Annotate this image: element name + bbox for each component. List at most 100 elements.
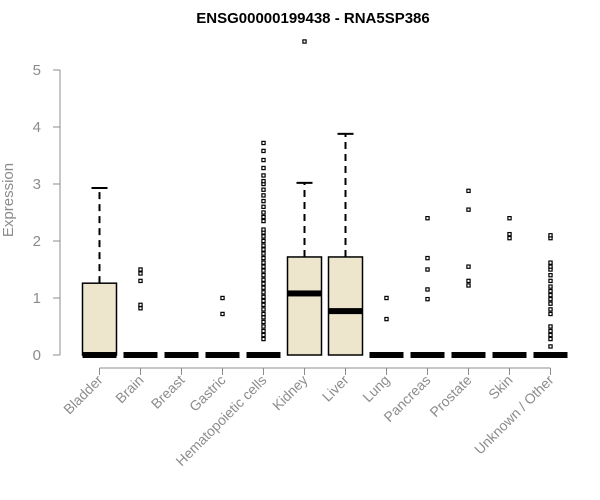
y-tick-label: 0 [33,347,41,364]
outlier-point [261,187,266,192]
box [81,282,118,356]
outlier-point [261,336,266,342]
outlier-point [466,264,471,269]
outlier-point [261,332,266,338]
outlier-point [261,157,266,163]
box-group [205,295,240,358]
boxes-layer [81,39,568,358]
median-bar [328,308,363,315]
outlier-point [220,311,225,317]
outlier-point [548,273,553,278]
outlier-point [261,302,266,308]
outlier-point [261,298,266,304]
median-bar [492,352,527,358]
outlier-point [261,277,266,282]
outlier-point [548,336,553,342]
box-group [123,267,158,358]
outlier-point [138,302,143,308]
outlier-point [466,207,471,212]
outlier-point [261,238,266,244]
x-tick-label: Liver [319,372,352,405]
outlier-point [384,295,389,301]
x-tick-label: Breast [148,372,188,412]
outlier-point [548,278,553,284]
outlier-point [261,281,266,286]
outlier-point [138,306,143,311]
outlier-point [548,301,553,306]
outlier-point [261,294,266,300]
outlier-point [466,283,471,288]
outlier-point [548,311,553,317]
outlier-point [261,140,266,146]
outlier-point [261,218,266,224]
x-tick-label: Lung [359,372,392,405]
outlier-point [261,260,266,265]
outlier-point [261,285,266,290]
outlier-point [261,324,266,329]
outlier-point [425,255,430,261]
box-group [327,132,364,356]
box [286,256,323,356]
y-tick-label: 2 [33,233,41,250]
outlier-point [548,324,553,329]
outlier-point [261,148,266,154]
outlier-point [261,204,266,209]
outlier-point [548,307,553,312]
x-tick-label: Prostate [426,372,474,420]
outlier-point [261,198,266,204]
box-group [81,186,118,358]
median-bar [533,352,568,358]
outlier-point [548,296,553,302]
outlier-point [261,255,266,261]
outlier-point [548,328,553,334]
box-group [286,39,323,356]
x-tick-label: Bladder [60,372,106,418]
outlier-point [466,278,471,284]
outlier-point [220,295,225,301]
outlier-point [548,288,553,294]
outlier-point [261,273,266,278]
outlier-point [548,264,553,269]
outlier-point [548,332,553,338]
box-group [492,216,527,358]
box-group [164,352,199,358]
box-group [410,216,445,358]
x-tick-label: Skin [485,372,516,403]
outlier-point [261,319,266,325]
outlier-point [261,193,266,198]
y-tick-label: 1 [33,290,41,307]
median-bar [82,352,117,358]
outlier-point [261,328,266,334]
median-bar [287,290,322,297]
median-bar [369,352,404,358]
outlier-point [261,290,266,295]
box-group [246,140,281,358]
outlier-point [261,268,266,273]
median-bar [205,352,240,358]
box-group [533,233,568,358]
outlier-point [425,287,430,292]
outlier-point [548,344,553,349]
outlier-point [261,210,266,215]
y-tick-label: 5 [33,62,41,79]
outlier-point [261,247,266,252]
outlier-point [302,39,307,44]
outlier-point [507,235,512,241]
median-bar [164,352,199,358]
y-tick-label: 4 [33,119,41,136]
outlier-point [507,216,512,221]
outlier-point [138,278,143,284]
outlier-point [261,234,266,239]
x-tick-label: Brain [112,372,146,406]
outlier-point [261,173,266,178]
median-bar [123,352,158,358]
outlier-point [261,264,266,269]
box-group [369,295,404,358]
outlier-point [548,284,553,289]
outlier-point [261,311,266,317]
outlier-point [384,316,389,322]
chart-title: ENSG00000199438 - RNA5SP386 [196,10,429,27]
outlier-point [138,267,143,272]
